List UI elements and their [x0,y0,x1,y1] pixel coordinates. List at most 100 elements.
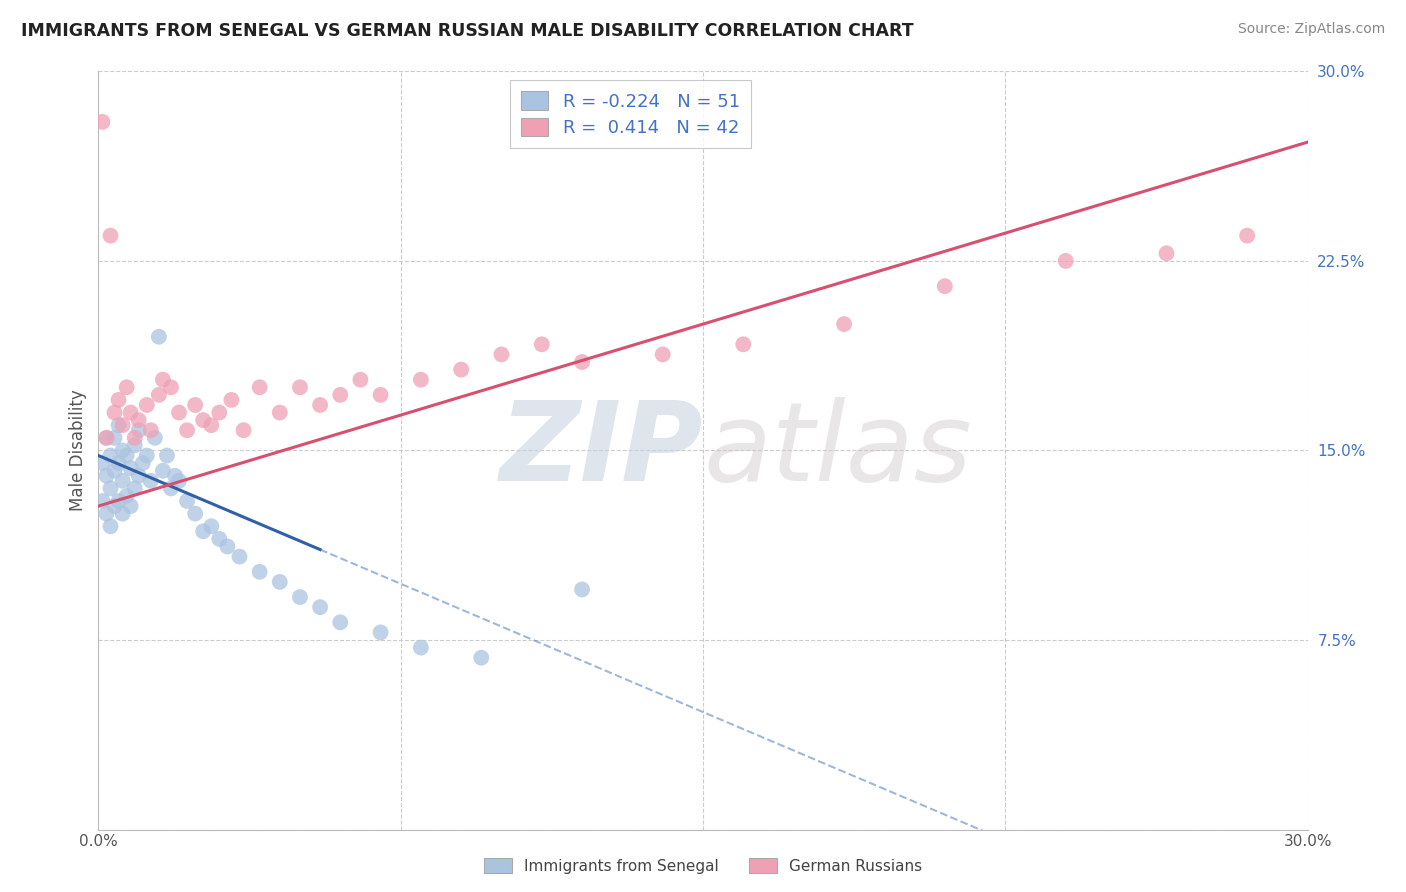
Point [217,540,239,554]
Legend: Immigrants from Senegal, German Russians: Immigrants from Senegal, German Russians [478,852,928,880]
Point [120,405,142,420]
Point [96,507,118,521]
Point [107,456,129,470]
Point [176,494,198,508]
Point [193,413,215,427]
Point [100,228,122,243]
Point [135,449,157,463]
Point [91,115,114,129]
Point [370,625,392,640]
Point [184,507,207,521]
Point [115,380,138,394]
Point [309,600,332,615]
Point [409,373,432,387]
Point [103,464,125,478]
Point [470,650,492,665]
Point [184,398,207,412]
Point [139,474,162,488]
Text: atlas: atlas [703,397,972,504]
Point [100,449,122,463]
Point [91,456,114,470]
Point [96,431,118,445]
Point [163,468,186,483]
Point [167,474,190,488]
Point [103,499,125,513]
Point [152,373,174,387]
Point [111,474,134,488]
Point [96,468,118,483]
Point [107,392,129,407]
Point [115,449,138,463]
Point [1156,246,1178,260]
Point [124,438,146,452]
Point [107,494,129,508]
Point [120,499,142,513]
Point [100,519,122,533]
Point [167,405,190,420]
Point [208,532,231,546]
Point [232,423,254,437]
Y-axis label: Male Disability: Male Disability [69,390,87,511]
Point [91,494,114,508]
Point [349,373,371,387]
Point [288,590,311,604]
Point [491,347,513,361]
Point [156,449,179,463]
Point [1236,228,1258,243]
Point [249,565,271,579]
Point [309,398,332,412]
Point [176,423,198,437]
Point [409,640,432,655]
Point [249,380,271,394]
Point [193,524,215,539]
Text: Source: ZipAtlas.com: Source: ZipAtlas.com [1237,22,1385,37]
Point [124,431,146,445]
Point [111,443,134,458]
Point [132,456,155,470]
Point [120,461,142,475]
Point [934,279,956,293]
Point [269,574,291,589]
Point [100,482,122,496]
Point [228,549,250,564]
Point [152,464,174,478]
Point [139,423,162,437]
Point [1054,253,1077,268]
Point [111,418,134,433]
Point [733,337,755,351]
Point [370,388,392,402]
Point [96,431,118,445]
Point [329,615,352,630]
Point [115,489,138,503]
Text: ZIP: ZIP [499,397,703,504]
Point [288,380,311,394]
Point [124,482,146,496]
Point [107,418,129,433]
Point [148,330,170,344]
Point [143,431,166,445]
Point [329,388,352,402]
Point [832,317,855,331]
Point [651,347,673,361]
Point [135,398,157,412]
Point [269,405,291,420]
Point [571,355,593,369]
Text: IMMIGRANTS FROM SENEGAL VS GERMAN RUSSIAN MALE DISABILITY CORRELATION CHART: IMMIGRANTS FROM SENEGAL VS GERMAN RUSSIA… [21,22,914,40]
Point [103,405,125,420]
Point [148,388,170,402]
Point [160,380,183,394]
Point [221,392,243,407]
Point [200,519,222,533]
Point [103,431,125,445]
Point [200,418,222,433]
Point [128,468,150,483]
Point [128,413,150,427]
Point [571,582,593,597]
Legend: R = -0.224   N = 51, R =  0.414   N = 42: R = -0.224 N = 51, R = 0.414 N = 42 [510,80,751,148]
Point [128,423,150,437]
Point [111,507,134,521]
Point [208,405,231,420]
Point [450,362,472,376]
Point [160,482,183,496]
Point [530,337,553,351]
